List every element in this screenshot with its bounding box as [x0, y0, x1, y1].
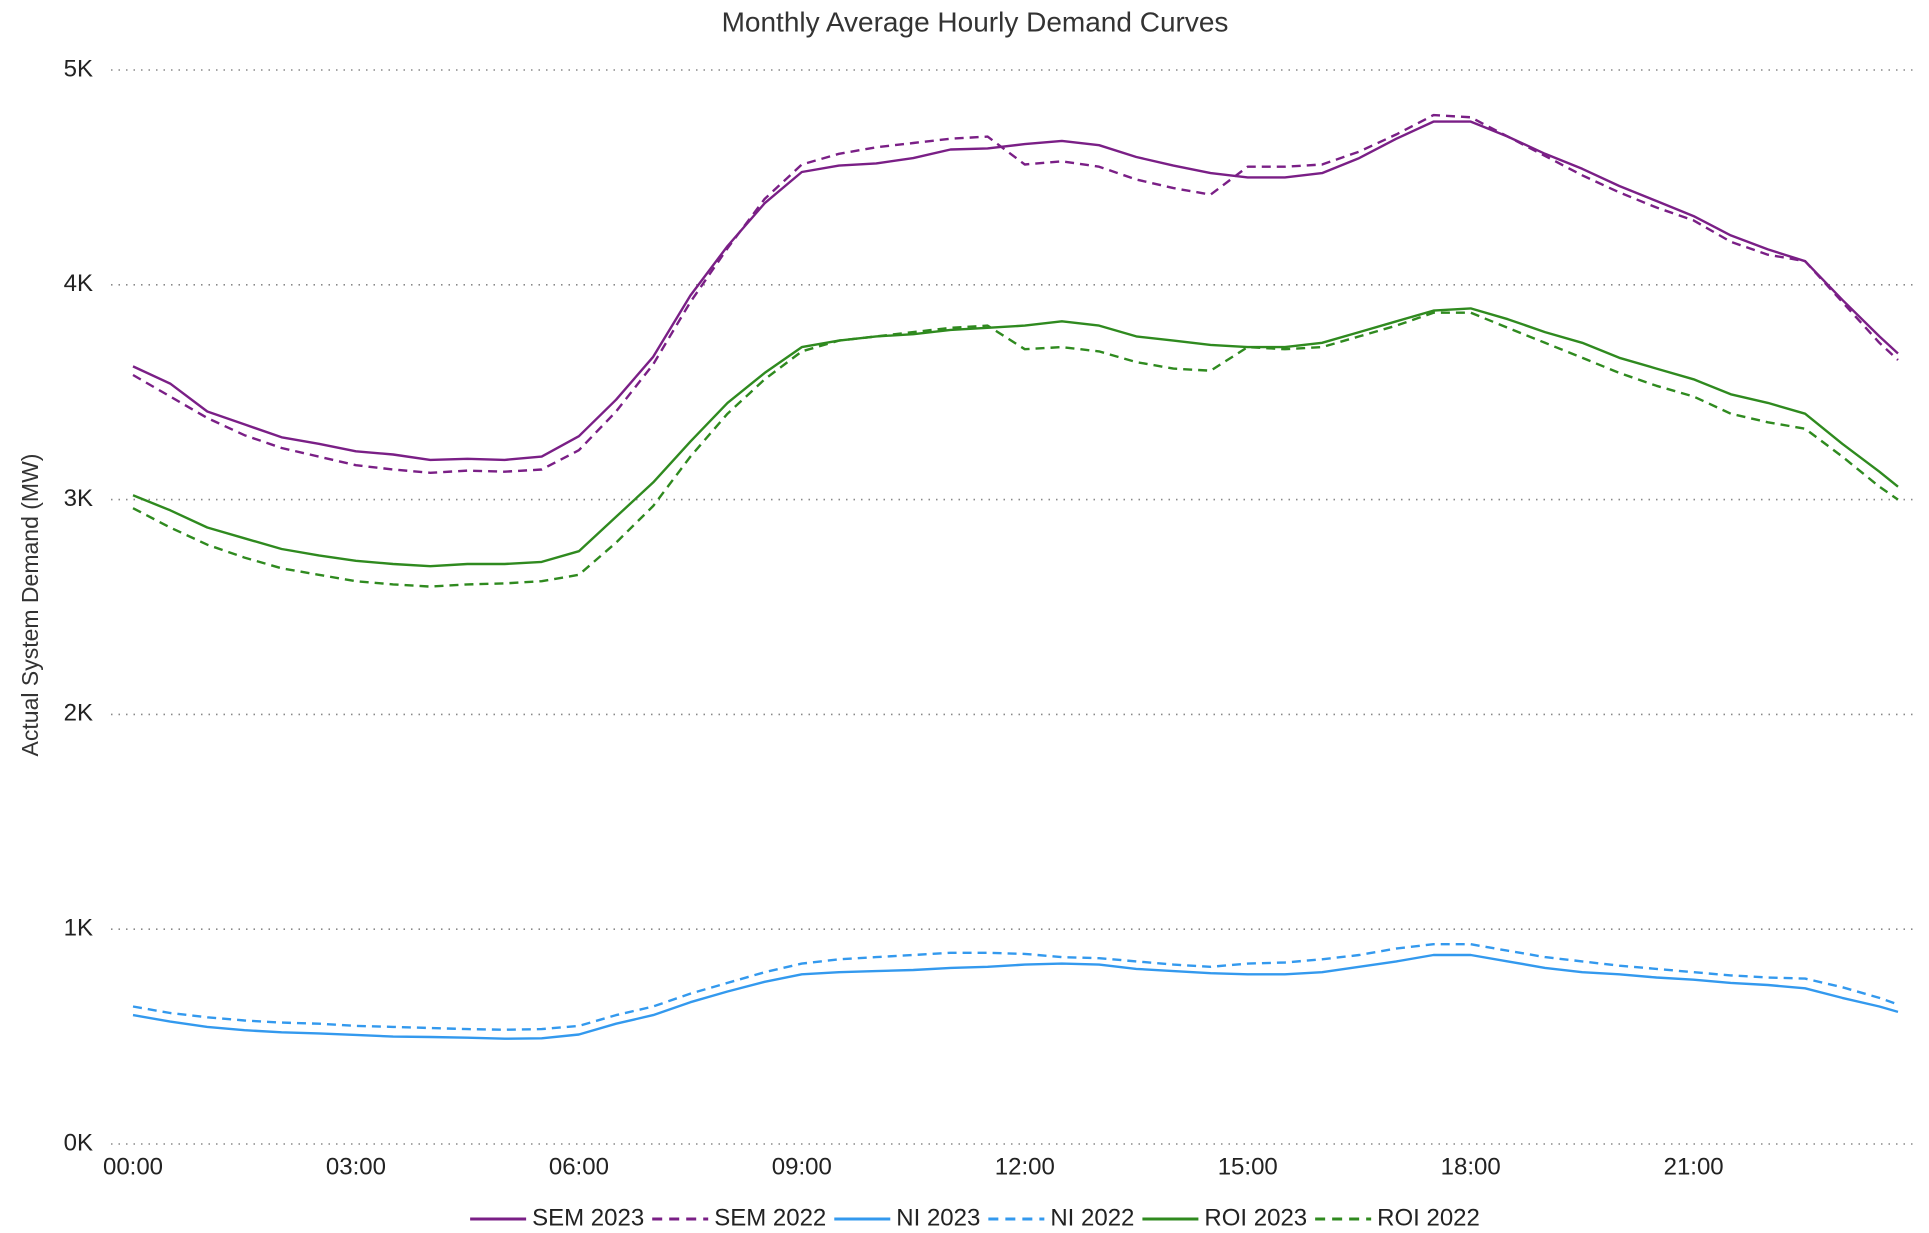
y-tick-label: 3K — [64, 485, 93, 512]
x-tick-label: 18:00 — [1441, 1153, 1501, 1180]
y-tick-label: 1K — [64, 915, 93, 942]
x-tick-label: 12:00 — [995, 1153, 1055, 1180]
y-tick-label: 5K — [64, 55, 93, 82]
y-tick-label: 0K — [64, 1129, 93, 1156]
legend-label: SEM 2023 — [532, 1204, 644, 1231]
legend: SEM 2023 SEM 2022 NI 2023 NI 2022 ROI 2023 RO… — [470, 1204, 1480, 1231]
series-line — [132, 943, 1899, 1031]
legend-label: NI 2022 — [1050, 1204, 1134, 1231]
x-tick-label: 21:00 — [1664, 1153, 1724, 1180]
y-tick-label: 4K — [64, 270, 93, 297]
legend-label: ROI 2023 — [1204, 1204, 1307, 1231]
series-line — [132, 113, 1899, 474]
series-line — [132, 311, 1899, 588]
legend-label: ROI 2022 — [1377, 1204, 1480, 1231]
x-tick-label: 03:00 — [326, 1153, 386, 1180]
x-tick-label: 00:00 — [103, 1153, 163, 1180]
x-tick-label: 06:00 — [549, 1153, 609, 1180]
chart-title: Monthly Average Hourly Demand Curves — [722, 6, 1229, 37]
x-tick-label: 09:00 — [772, 1153, 832, 1180]
legend-label: NI 2023 — [896, 1204, 980, 1231]
series-line — [132, 120, 1899, 462]
series-line — [132, 953, 1899, 1040]
legend-label: SEM 2022 — [714, 1204, 826, 1231]
y-axis-title: Actual System Demand (MW) — [17, 454, 43, 757]
x-tick-label: 15:00 — [1218, 1153, 1278, 1180]
y-tick-label: 2K — [64, 700, 93, 727]
series-line — [132, 307, 1899, 568]
